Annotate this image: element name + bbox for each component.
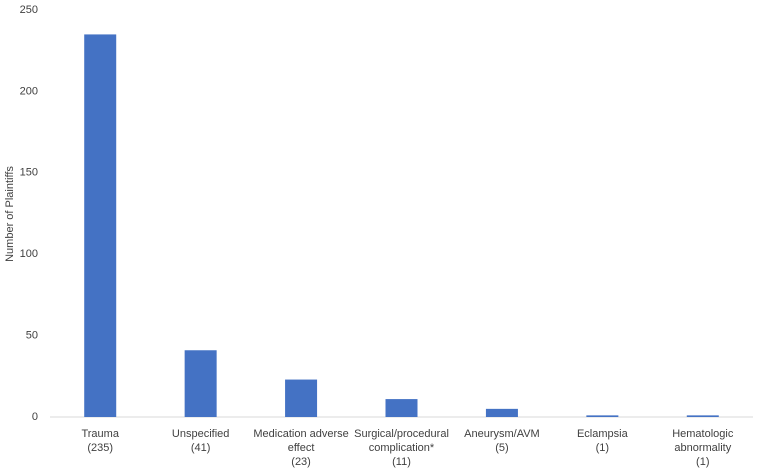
x-tick-label: Hematologic: [672, 428, 734, 440]
y-tick-label: 150: [20, 167, 38, 179]
bar: [385, 399, 418, 417]
x-tick-label: (23): [291, 456, 311, 468]
y-axis-title: Number of Plaintiffs: [4, 166, 16, 262]
bar: [485, 408, 518, 417]
x-tick-label: Eclampsia: [577, 428, 629, 440]
x-tick-label: Aneurysm/AVM: [464, 428, 540, 440]
y-tick-label: 100: [20, 248, 38, 260]
x-tick-label: (1): [696, 456, 709, 468]
y-tick-label: 0: [32, 411, 38, 423]
x-tick-label: (1): [596, 442, 609, 454]
y-tick-label: 50: [26, 330, 38, 342]
x-tick-label: Medication adverse: [253, 428, 348, 440]
x-tick-label: Unspecified: [172, 428, 229, 440]
x-tick-label: (11): [392, 456, 411, 468]
y-tick-label: 200: [20, 85, 38, 97]
x-tick-label: (5): [495, 442, 508, 454]
bar: [84, 34, 117, 418]
y-tick-label: 250: [20, 4, 38, 16]
x-tick-label: complication*: [369, 442, 435, 454]
x-tick-label: Surgical/procedural: [354, 428, 449, 440]
bar: [184, 350, 217, 417]
bar: [686, 415, 719, 417]
x-tick-label: (41): [191, 442, 211, 454]
x-tick-label: Trauma: [81, 428, 119, 440]
bar: [586, 415, 619, 417]
bar: [285, 379, 318, 417]
x-tick-label: effect: [288, 442, 315, 454]
x-tick-label: (235): [87, 442, 113, 454]
x-tick-label: abnormality: [674, 442, 731, 454]
